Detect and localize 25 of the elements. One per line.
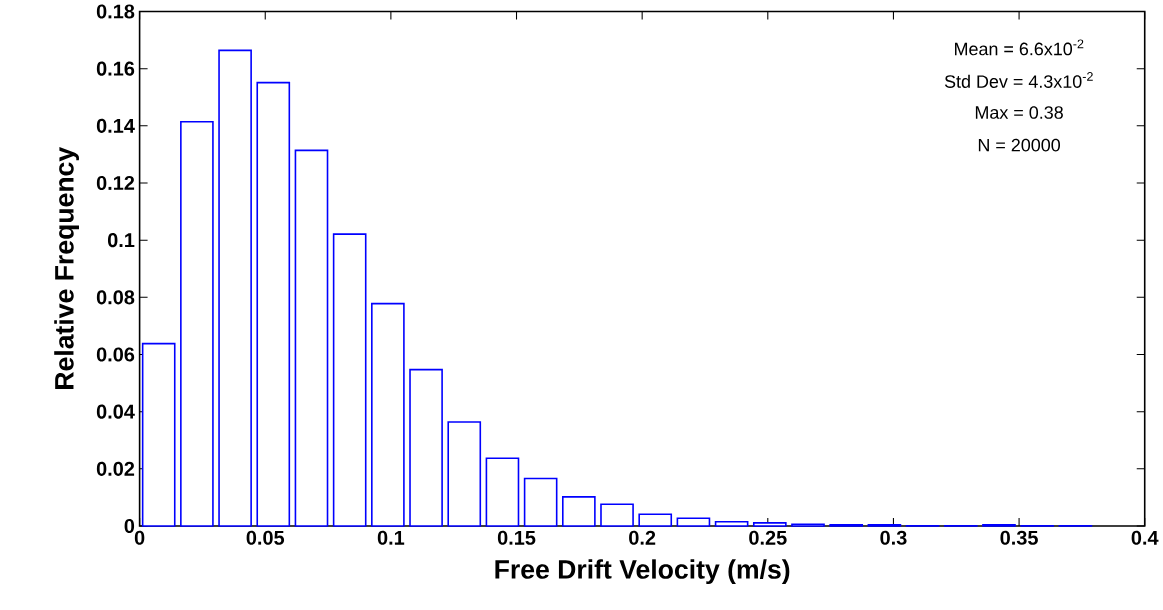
x-tick-label: 0: [134, 530, 145, 545]
x-tick-label: 0.3: [880, 530, 907, 545]
y-tick-label: 0.1: [107, 233, 135, 248]
y-tick-label: 0.04: [96, 404, 135, 419]
x-tick-label: 0.1: [377, 530, 405, 545]
annotation: Mean = 6.6x10$^{-2}$: [955, 39, 1084, 56]
x-tick-label: 0.4: [1131, 530, 1159, 545]
y-tick-label: 0.12: [96, 176, 135, 191]
x-axis-title: Free Drift Velocity (m/s): [495, 559, 790, 585]
y-tick-label: 0.06: [96, 347, 135, 362]
y-tick-label: 0.02: [96, 461, 135, 476]
y-tick-label: 0.08: [96, 290, 135, 305]
y-axis-title: Relative Frequency: [54, 147, 79, 390]
annotation: Max = 0.38: [975, 106, 1063, 119]
x-tick-label: 0.35: [1000, 530, 1038, 545]
x-tick-label: 0.15: [497, 530, 536, 545]
y-tick-label: 0.14: [96, 118, 135, 133]
y-tick-label: 0.16: [96, 61, 135, 76]
x-tick-label: 0.05: [246, 530, 285, 545]
y-tick-label: 0: [124, 519, 135, 534]
y-tick-label: 0.18: [96, 4, 135, 19]
x-tick-label: 0.2: [629, 530, 656, 545]
x-tick-label: 0.25: [749, 530, 787, 545]
annotation: Std Dev = 4.3x10$^{-2}$: [944, 72, 1093, 88]
annotation: N = 20000: [978, 138, 1061, 152]
